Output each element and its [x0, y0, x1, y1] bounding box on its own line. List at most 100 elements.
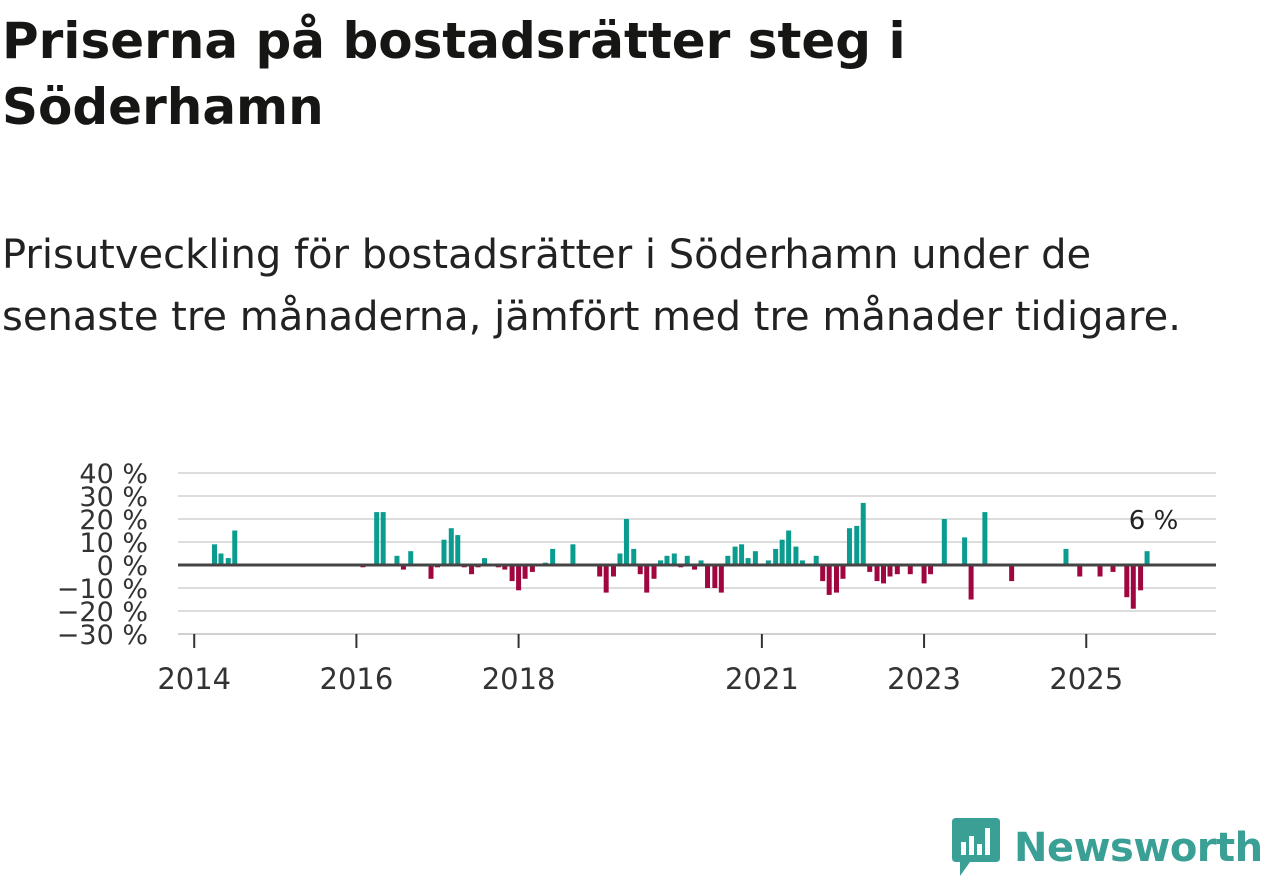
bar	[840, 565, 846, 579]
bar	[502, 565, 508, 570]
bar	[400, 565, 406, 570]
bar	[712, 565, 718, 588]
bar	[1063, 548, 1069, 565]
y-tick-label: −10 %	[57, 574, 148, 605]
bar	[1097, 565, 1103, 577]
x-tick-label: 2016	[320, 662, 394, 696]
bar	[718, 565, 724, 593]
x-axis-ticks: 2014 2016 2018 2021 2023 2025	[157, 634, 1123, 696]
bar	[813, 555, 819, 565]
bars	[211, 502, 1150, 609]
x-tick-label: 2021	[725, 662, 799, 696]
bar	[482, 558, 488, 565]
bar	[732, 546, 738, 565]
bar	[867, 565, 873, 572]
bar	[651, 565, 657, 579]
y-tick-label: 40 %	[79, 459, 148, 490]
bar	[428, 565, 434, 579]
bar	[516, 565, 522, 591]
y-tick-label: −30 %	[57, 620, 148, 651]
bar	[408, 551, 414, 565]
bar-chart: 40 %30 %20 %10 %0 %−10 %−20 %−30 % 2014 2…	[57, 459, 1216, 696]
x-tick-label: 2018	[482, 662, 556, 696]
gridlines	[178, 472, 1216, 635]
bar	[982, 512, 988, 565]
bar	[705, 565, 711, 588]
bar	[448, 528, 454, 565]
bar	[779, 539, 785, 565]
bar	[394, 555, 400, 565]
chart-subtitle: Prisutveckling för bostadsrätter i Söder…	[2, 232, 1181, 340]
bar	[374, 512, 380, 565]
bar	[698, 560, 704, 565]
x-tick-label: 2014	[157, 662, 231, 696]
bar	[881, 565, 887, 584]
bar	[617, 553, 623, 565]
bar	[570, 544, 576, 565]
bar	[962, 537, 968, 565]
newsworthy-logo: Newsworthy	[952, 818, 1262, 878]
bar	[968, 565, 974, 600]
bar	[874, 565, 880, 582]
bar	[833, 565, 839, 593]
y-tick-label: 20 %	[79, 505, 148, 536]
bar	[455, 535, 461, 565]
newsworthy-logo-text: Newsworthy	[1014, 825, 1262, 871]
bar	[725, 555, 731, 565]
bar	[623, 519, 629, 565]
bar	[1130, 565, 1136, 609]
y-tick-label: 30 %	[79, 482, 148, 513]
bar	[529, 565, 535, 572]
y-tick-label: 10 %	[79, 528, 148, 559]
bar	[550, 548, 556, 565]
bar	[826, 565, 832, 595]
bar	[799, 560, 805, 565]
y-axis-labels: 40 %30 %20 %10 %0 %−10 %−20 %−30 %	[57, 459, 148, 651]
bar	[1144, 551, 1150, 565]
bar	[820, 565, 826, 582]
bar	[658, 560, 664, 565]
bar	[631, 548, 637, 565]
bar	[921, 565, 927, 584]
bar	[928, 565, 934, 575]
bar	[211, 544, 217, 565]
bar	[894, 565, 900, 575]
bar	[1009, 565, 1015, 582]
bar	[860, 502, 866, 565]
x-tick-label: 2025	[1049, 662, 1123, 696]
bar	[644, 565, 650, 593]
bar	[765, 560, 771, 565]
bar	[1138, 565, 1144, 591]
bar	[745, 558, 751, 565]
bar	[522, 565, 528, 579]
bar	[1110, 565, 1116, 572]
bar	[380, 512, 386, 565]
bar	[846, 528, 852, 565]
bar	[692, 565, 698, 570]
bar	[441, 539, 447, 565]
bar	[610, 565, 616, 577]
bar	[671, 553, 677, 565]
bar	[1077, 565, 1083, 577]
bar	[887, 565, 893, 577]
bar	[1124, 565, 1130, 598]
bar	[786, 530, 792, 565]
bar	[509, 565, 515, 582]
bar	[225, 558, 231, 565]
bar	[773, 548, 779, 565]
bar	[232, 530, 238, 565]
bar	[664, 555, 670, 565]
bar	[941, 519, 947, 565]
bar	[907, 565, 913, 575]
bar	[752, 551, 758, 565]
bar	[597, 565, 603, 577]
bar	[739, 544, 745, 565]
bar	[637, 565, 643, 575]
bar	[854, 525, 860, 565]
chart-title: Priserna på bostadsrätter steg i Söderha…	[2, 12, 906, 136]
bar	[684, 555, 690, 565]
y-tick-label: 0 %	[97, 551, 148, 582]
bar	[218, 553, 224, 565]
last-value-label: 6 %	[1129, 506, 1179, 536]
newsworthy-logo-icon	[952, 818, 1000, 876]
